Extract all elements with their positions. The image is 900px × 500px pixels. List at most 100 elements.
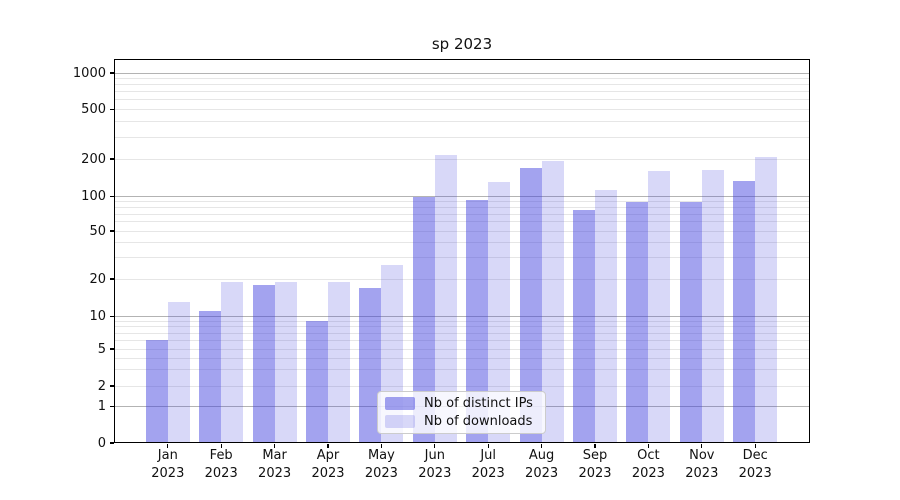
bar-distinct-ips-may: [359, 287, 382, 443]
y-gridline-minor: [115, 326, 809, 328]
legend-swatch-distinct-ips: [385, 397, 415, 411]
x-tick-mark: [540, 443, 543, 448]
y-gridline-minor: [115, 78, 809, 80]
y-tick-label: 200: [81, 151, 106, 167]
x-tick-mark: [220, 443, 222, 448]
y-gridline-minor: [115, 242, 809, 244]
bar-distinct-ips-apr: [306, 321, 328, 443]
x-tick-mark: [487, 443, 489, 448]
x-tick-mark: [327, 443, 329, 448]
x-tick-month: Mar: [262, 448, 287, 463]
y-gridline-minor: [115, 320, 809, 322]
x-tick-mark: [434, 443, 436, 448]
y-tick-label: 0: [97, 435, 106, 451]
x-tick-mark: [167, 443, 169, 448]
chart-title: sp 2023: [431, 35, 493, 53]
y-tick-mark: [109, 158, 114, 160]
x-tick-label-apr: Apr 2023: [296, 447, 360, 483]
x-tick-year: 2023: [364, 466, 398, 481]
y-gridline-minor: [115, 109, 809, 110]
bar-distinct-ips-oct: [626, 202, 649, 443]
bar-downloads-mar: [274, 281, 297, 443]
x-tick-year: 2023: [471, 466, 505, 481]
y-gridline-major: [115, 316, 809, 317]
y-gridline-minor: [115, 221, 809, 223]
x-tick-year: 2023: [258, 466, 292, 481]
x-tick-label-sep: Sep 2023: [563, 447, 627, 483]
x-tick-year: 2023: [311, 466, 345, 481]
y-tick-label: 2: [97, 378, 106, 394]
bar-distinct-ips-jan: [145, 340, 168, 443]
x-tick-label-jul: Jul 2023: [456, 447, 520, 483]
y-tick-mark: [109, 385, 114, 387]
bar-downloads-oct: [648, 170, 671, 443]
x-tick-label-nov: Nov 2023: [670, 447, 734, 483]
bar-downloads-jul: [488, 182, 511, 443]
y-gridline-minor: [115, 158, 809, 160]
x-tick-month: Dec: [742, 448, 768, 463]
y-gridline-minor: [115, 207, 809, 209]
y-gridline-minor: [115, 348, 809, 350]
y-gridline-minor: [115, 230, 809, 232]
y-gridline-major: [115, 196, 809, 197]
y-gridline-minor: [115, 385, 809, 387]
x-tick-mark: [594, 443, 596, 448]
y-tick-label: 1000: [72, 65, 106, 81]
y-tick-label: 500: [81, 102, 106, 117]
y-tick-mark: [109, 315, 114, 318]
x-tick-label-oct: Oct 2023: [616, 447, 680, 483]
x-tick-month: Oct: [637, 448, 660, 463]
x-tick-month: Jun: [424, 448, 445, 463]
x-tick-year: 2023: [631, 466, 665, 481]
x-tick-label-jun: Jun 2023: [403, 447, 467, 483]
bar-downloads-nov: [701, 170, 724, 443]
x-tick-year: 2023: [685, 466, 719, 481]
x-tick-label-dec: Dec 2023: [723, 447, 787, 483]
x-tick-month: Jan: [157, 448, 178, 463]
bar-downloads-aug: [541, 160, 564, 443]
legend-swatch-downloads: [385, 414, 415, 428]
bar-distinct-ips-mar: [252, 284, 275, 443]
y-gridline-major: [115, 72, 809, 74]
y-tick-mark: [109, 108, 114, 111]
x-tick-month: Aug: [528, 448, 555, 463]
x-tick-month: Feb: [209, 448, 233, 463]
bar-downloads-jan: [167, 302, 190, 443]
x-tick-mark: [754, 443, 756, 448]
legend-entry-distinct-ips: Nb of distinct IPs: [385, 396, 538, 411]
bar-downloads-jun: [434, 155, 457, 443]
y-gridline-minor: [115, 369, 809, 371]
x-tick-label-mar: Mar 2023: [243, 447, 307, 483]
x-tick-month: Apr: [316, 448, 340, 463]
x-tick-month: Nov: [689, 448, 715, 463]
x-tick-label-aug: Aug 2023: [510, 447, 574, 483]
x-tick-year: 2023: [738, 466, 772, 481]
legend-entry-downloads: Nb of downloads: [385, 414, 538, 429]
y-gridline-minor: [115, 257, 809, 259]
x-tick-mark: [647, 443, 650, 448]
x-tick-label-jan: Jan 2023: [136, 447, 200, 483]
y-tick-label: 10: [89, 309, 106, 324]
y-tick-label: 100: [81, 189, 106, 204]
y-tick-mark: [109, 348, 114, 350]
x-tick-year: 2023: [151, 466, 185, 481]
bar-distinct-ips-dec: [733, 181, 756, 443]
x-tick-mark: [273, 443, 276, 448]
x-tick-year: 2023: [204, 466, 238, 481]
y-tick-label: 1: [97, 399, 106, 414]
y-tick-mark: [109, 230, 114, 232]
y-gridline-minor: [115, 278, 809, 280]
legend-label-distinct-ips: Nb of distinct IPs: [424, 396, 533, 412]
x-tick-year: 2023: [578, 466, 612, 481]
y-gridline-minor: [115, 91, 809, 93]
y-tick-mark: [109, 442, 114, 444]
bar-downloads-dec: [755, 157, 778, 443]
y-tick-mark: [109, 195, 114, 198]
y-tick-label: 5: [97, 341, 106, 357]
y-gridline-minor: [115, 121, 809, 123]
y-gridline-minor: [115, 213, 809, 215]
bar-distinct-ips-feb: [199, 311, 222, 443]
x-tick-year: 2023: [525, 466, 559, 481]
bar-downloads-feb: [221, 281, 244, 443]
y-tick-mark: [109, 72, 114, 74]
